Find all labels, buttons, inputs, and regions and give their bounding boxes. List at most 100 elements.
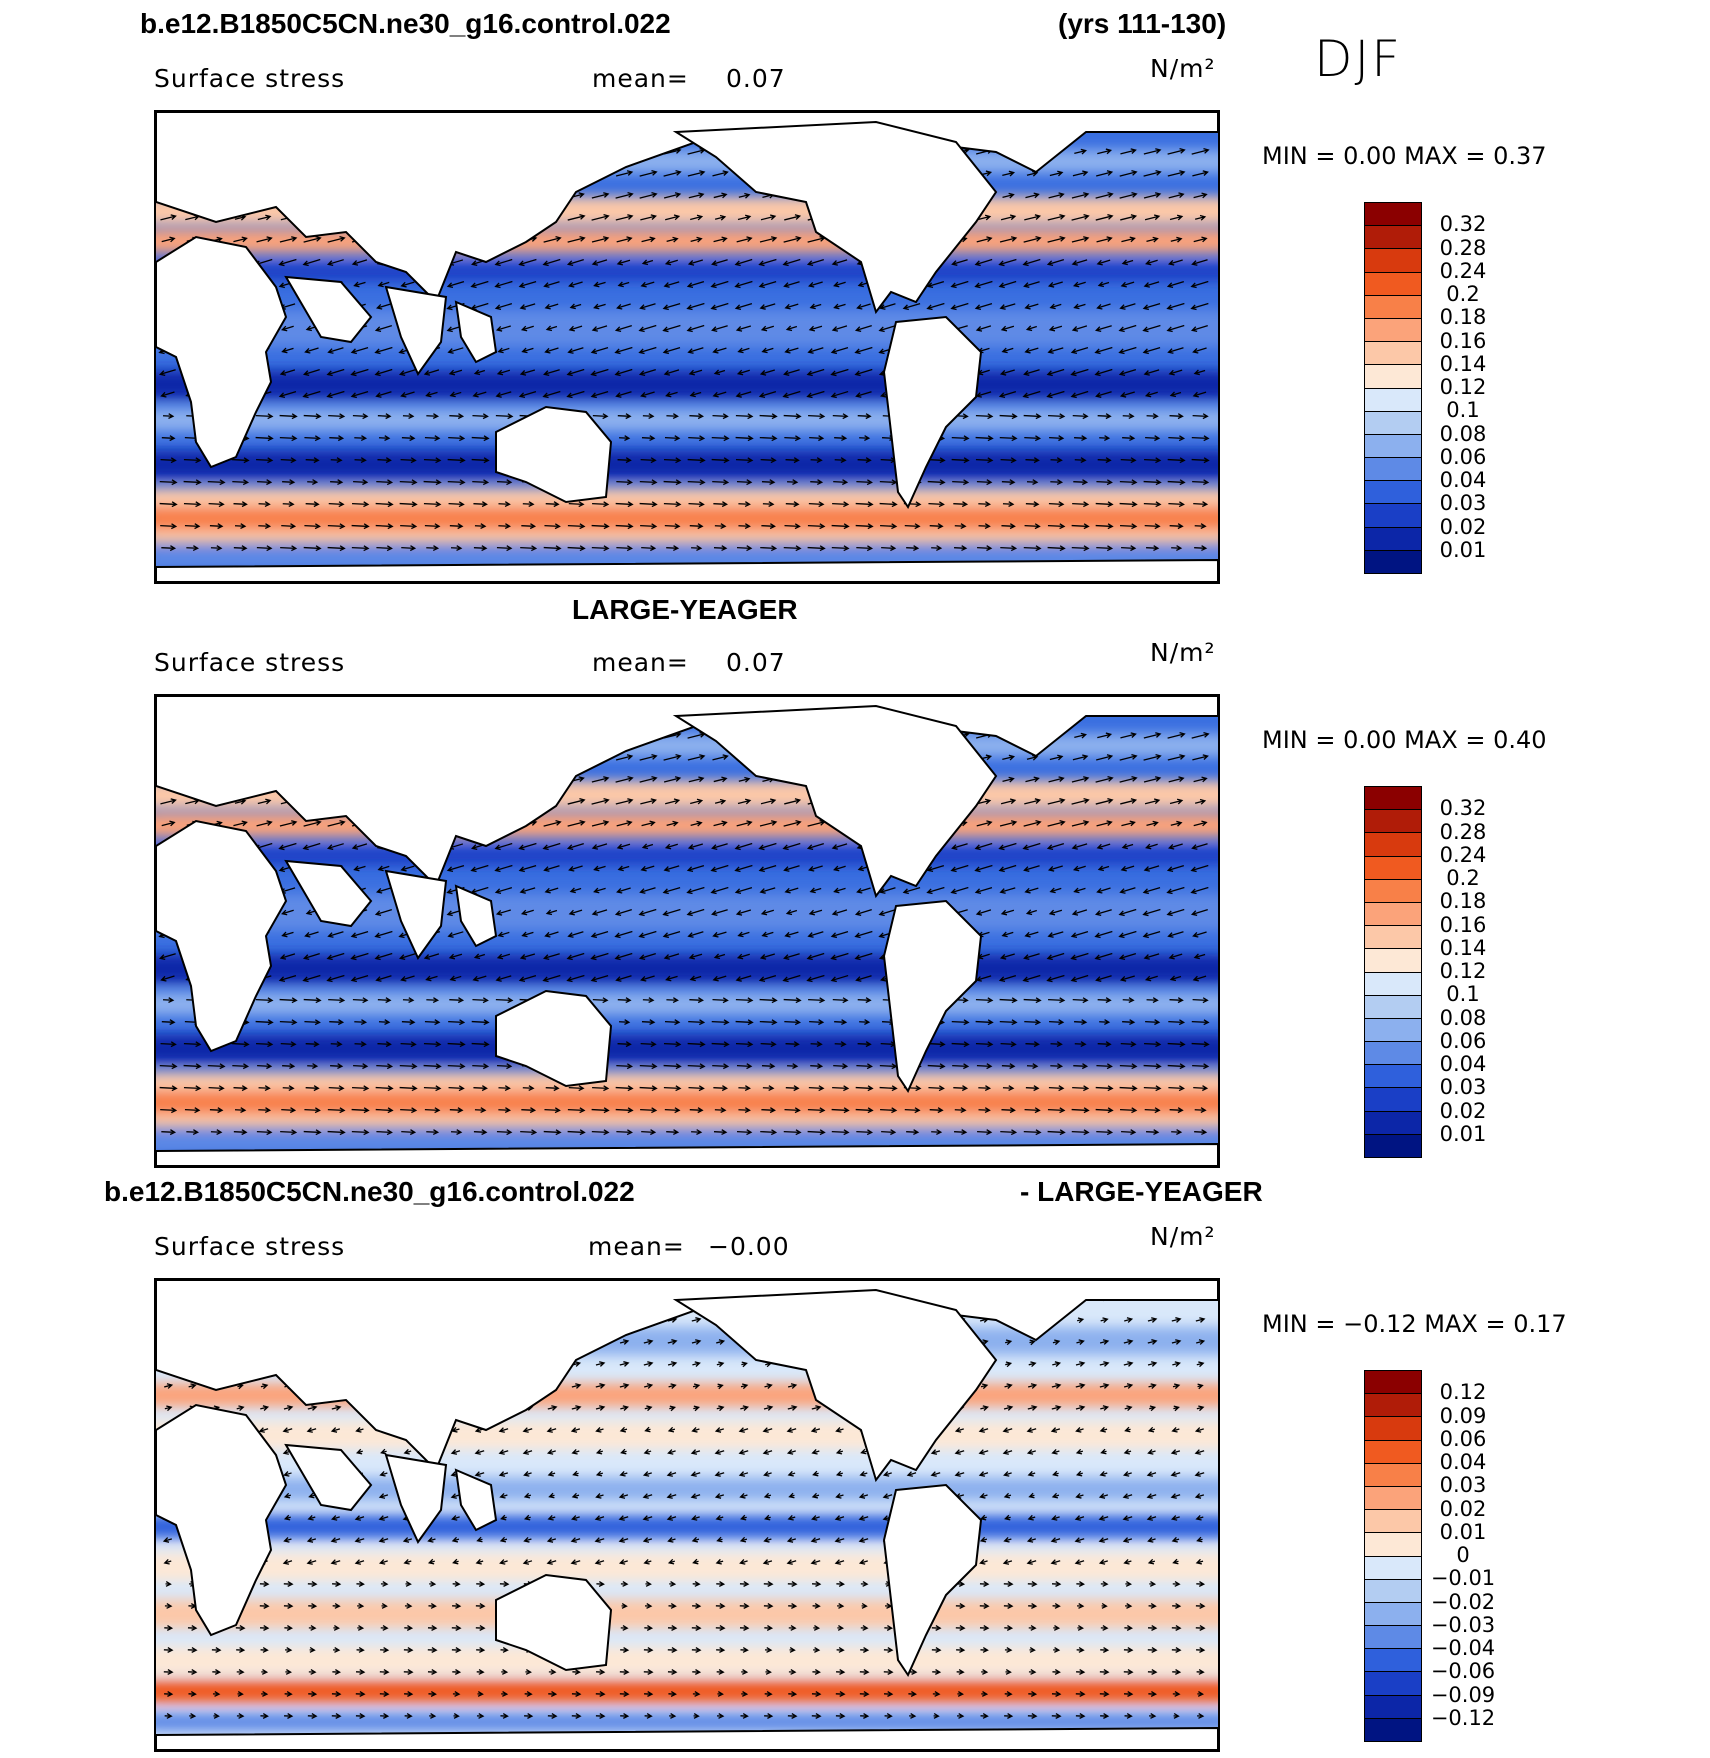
- wind-arrow: [1047, 523, 1066, 530]
- wind-arrow: [377, 1041, 392, 1048]
- wind-arrow: [1169, 997, 1184, 1004]
- wind-arrow: [451, 1625, 462, 1631]
- wind-arrow: [710, 280, 729, 289]
- wind-arrow: [1169, 391, 1182, 398]
- wind-arrow: [1124, 1317, 1134, 1323]
- wind-arrow: [1096, 887, 1111, 894]
- wind-arrow: [305, 1041, 320, 1048]
- wind-arrow: [758, 391, 777, 399]
- wind-arrow: [518, 280, 537, 289]
- wind-arrow: [568, 1085, 585, 1092]
- wind-arrow: [808, 1085, 825, 1092]
- wind-arrow: [615, 391, 632, 398]
- wind-arrow: [978, 1085, 992, 1092]
- wind-arrow: [236, 1712, 245, 1719]
- wind-arrow: [354, 435, 368, 442]
- stress-band: [156, 370, 1218, 399]
- stress-band: [156, 1599, 1218, 1628]
- wind-arrow: [1192, 997, 1209, 1004]
- stress-band: [156, 1072, 1218, 1091]
- wind-arrow: [283, 1514, 291, 1521]
- wind-arrow: [1143, 953, 1160, 960]
- land-mass: [156, 1142, 1218, 1166]
- wind-arrow: [693, 1405, 700, 1412]
- wind-arrow: [571, 1492, 580, 1499]
- wind-arrow: [735, 457, 754, 464]
- wind-arrow: [546, 1449, 556, 1455]
- wind-arrow: [1119, 170, 1138, 177]
- wind-arrow: [856, 1063, 873, 1070]
- wind-arrow: [931, 1647, 942, 1653]
- wind-arrow: [1143, 1085, 1162, 1092]
- wind-arrow: [521, 347, 534, 354]
- wind-arrow: [1026, 1427, 1037, 1433]
- wind-arrow: [713, 501, 728, 508]
- wind-arrow: [1190, 302, 1209, 311]
- colorbar-label: 0.08: [1439, 421, 1487, 446]
- wind-arrow: [475, 1625, 486, 1631]
- wind-arrow: [594, 1559, 605, 1565]
- wind-arrow: [354, 457, 367, 464]
- wind-arrow: [711, 457, 730, 464]
- wind-arrow: [1002, 192, 1015, 199]
- wind-arrow: [211, 1647, 222, 1653]
- wind-arrow: [783, 281, 800, 288]
- wind-arrow: [544, 347, 559, 354]
- wind-arrow: [619, 435, 631, 442]
- wind-arrow: [452, 1603, 462, 1609]
- wind-arrow: [543, 953, 560, 960]
- wind-arrow: [331, 1713, 342, 1719]
- wind-arrow: [259, 1603, 270, 1609]
- wind-arrow: [738, 523, 751, 530]
- wind-arrow: [256, 820, 273, 827]
- wind-arrow: [1172, 1669, 1182, 1675]
- panel1-mean-value: 0.07: [726, 64, 786, 93]
- wind-arrow: [543, 545, 562, 552]
- wind-arrow: [878, 908, 897, 917]
- wind-arrow: [304, 523, 321, 530]
- wind-arrow: [1143, 479, 1162, 486]
- wind-arrow: [687, 931, 704, 938]
- wind-arrow: [739, 1603, 750, 1609]
- wind-arrow: [306, 1537, 317, 1543]
- wind-arrow: [591, 259, 608, 266]
- wind-arrow: [664, 435, 681, 442]
- wind-arrow: [1004, 1514, 1011, 1521]
- wind-arrow: [953, 1085, 969, 1092]
- wind-arrow: [257, 214, 272, 221]
- wind-arrow: [1190, 864, 1209, 873]
- wind-arrow: [1074, 1019, 1088, 1026]
- wind-arrow: [399, 1063, 418, 1070]
- wind-arrow: [614, 368, 633, 377]
- wind-arrow: [1147, 1647, 1158, 1653]
- wind-arrow: [639, 754, 658, 761]
- wind-arrow: [787, 479, 799, 486]
- wind-arrow: [811, 1515, 820, 1521]
- wind-arrow: [1027, 1405, 1038, 1411]
- wind-arrow: [906, 545, 920, 552]
- stress-band: [156, 450, 1218, 479]
- wind-arrow: [280, 457, 297, 464]
- wind-arrow: [999, 236, 1018, 243]
- wind-arrow: [739, 1536, 748, 1543]
- wind-arrow: [738, 501, 751, 508]
- wind-arrow: [689, 413, 704, 420]
- wind-arrow: [1051, 1713, 1062, 1719]
- wind-arrow: [1046, 952, 1065, 961]
- wind-arrow: [998, 280, 1017, 289]
- wind-arrow: [860, 1580, 869, 1587]
- wind-arrow: [1124, 1713, 1133, 1719]
- wind-arrow: [1122, 1019, 1136, 1026]
- wind-arrow: [1071, 192, 1090, 199]
- wind-arrow: [1100, 1713, 1110, 1719]
- wind-arrow: [1072, 997, 1089, 1004]
- wind-arrow: [713, 545, 728, 552]
- wind-arrow: [1094, 930, 1113, 939]
- wind-arrow: [977, 214, 992, 221]
- wind-arrow: [615, 170, 634, 177]
- wind-arrow: [642, 997, 655, 1004]
- wind-arrow: [1096, 545, 1114, 552]
- wind-arrow: [1025, 909, 1037, 916]
- wind-arrow: [953, 501, 969, 508]
- wind-arrow: [663, 754, 682, 761]
